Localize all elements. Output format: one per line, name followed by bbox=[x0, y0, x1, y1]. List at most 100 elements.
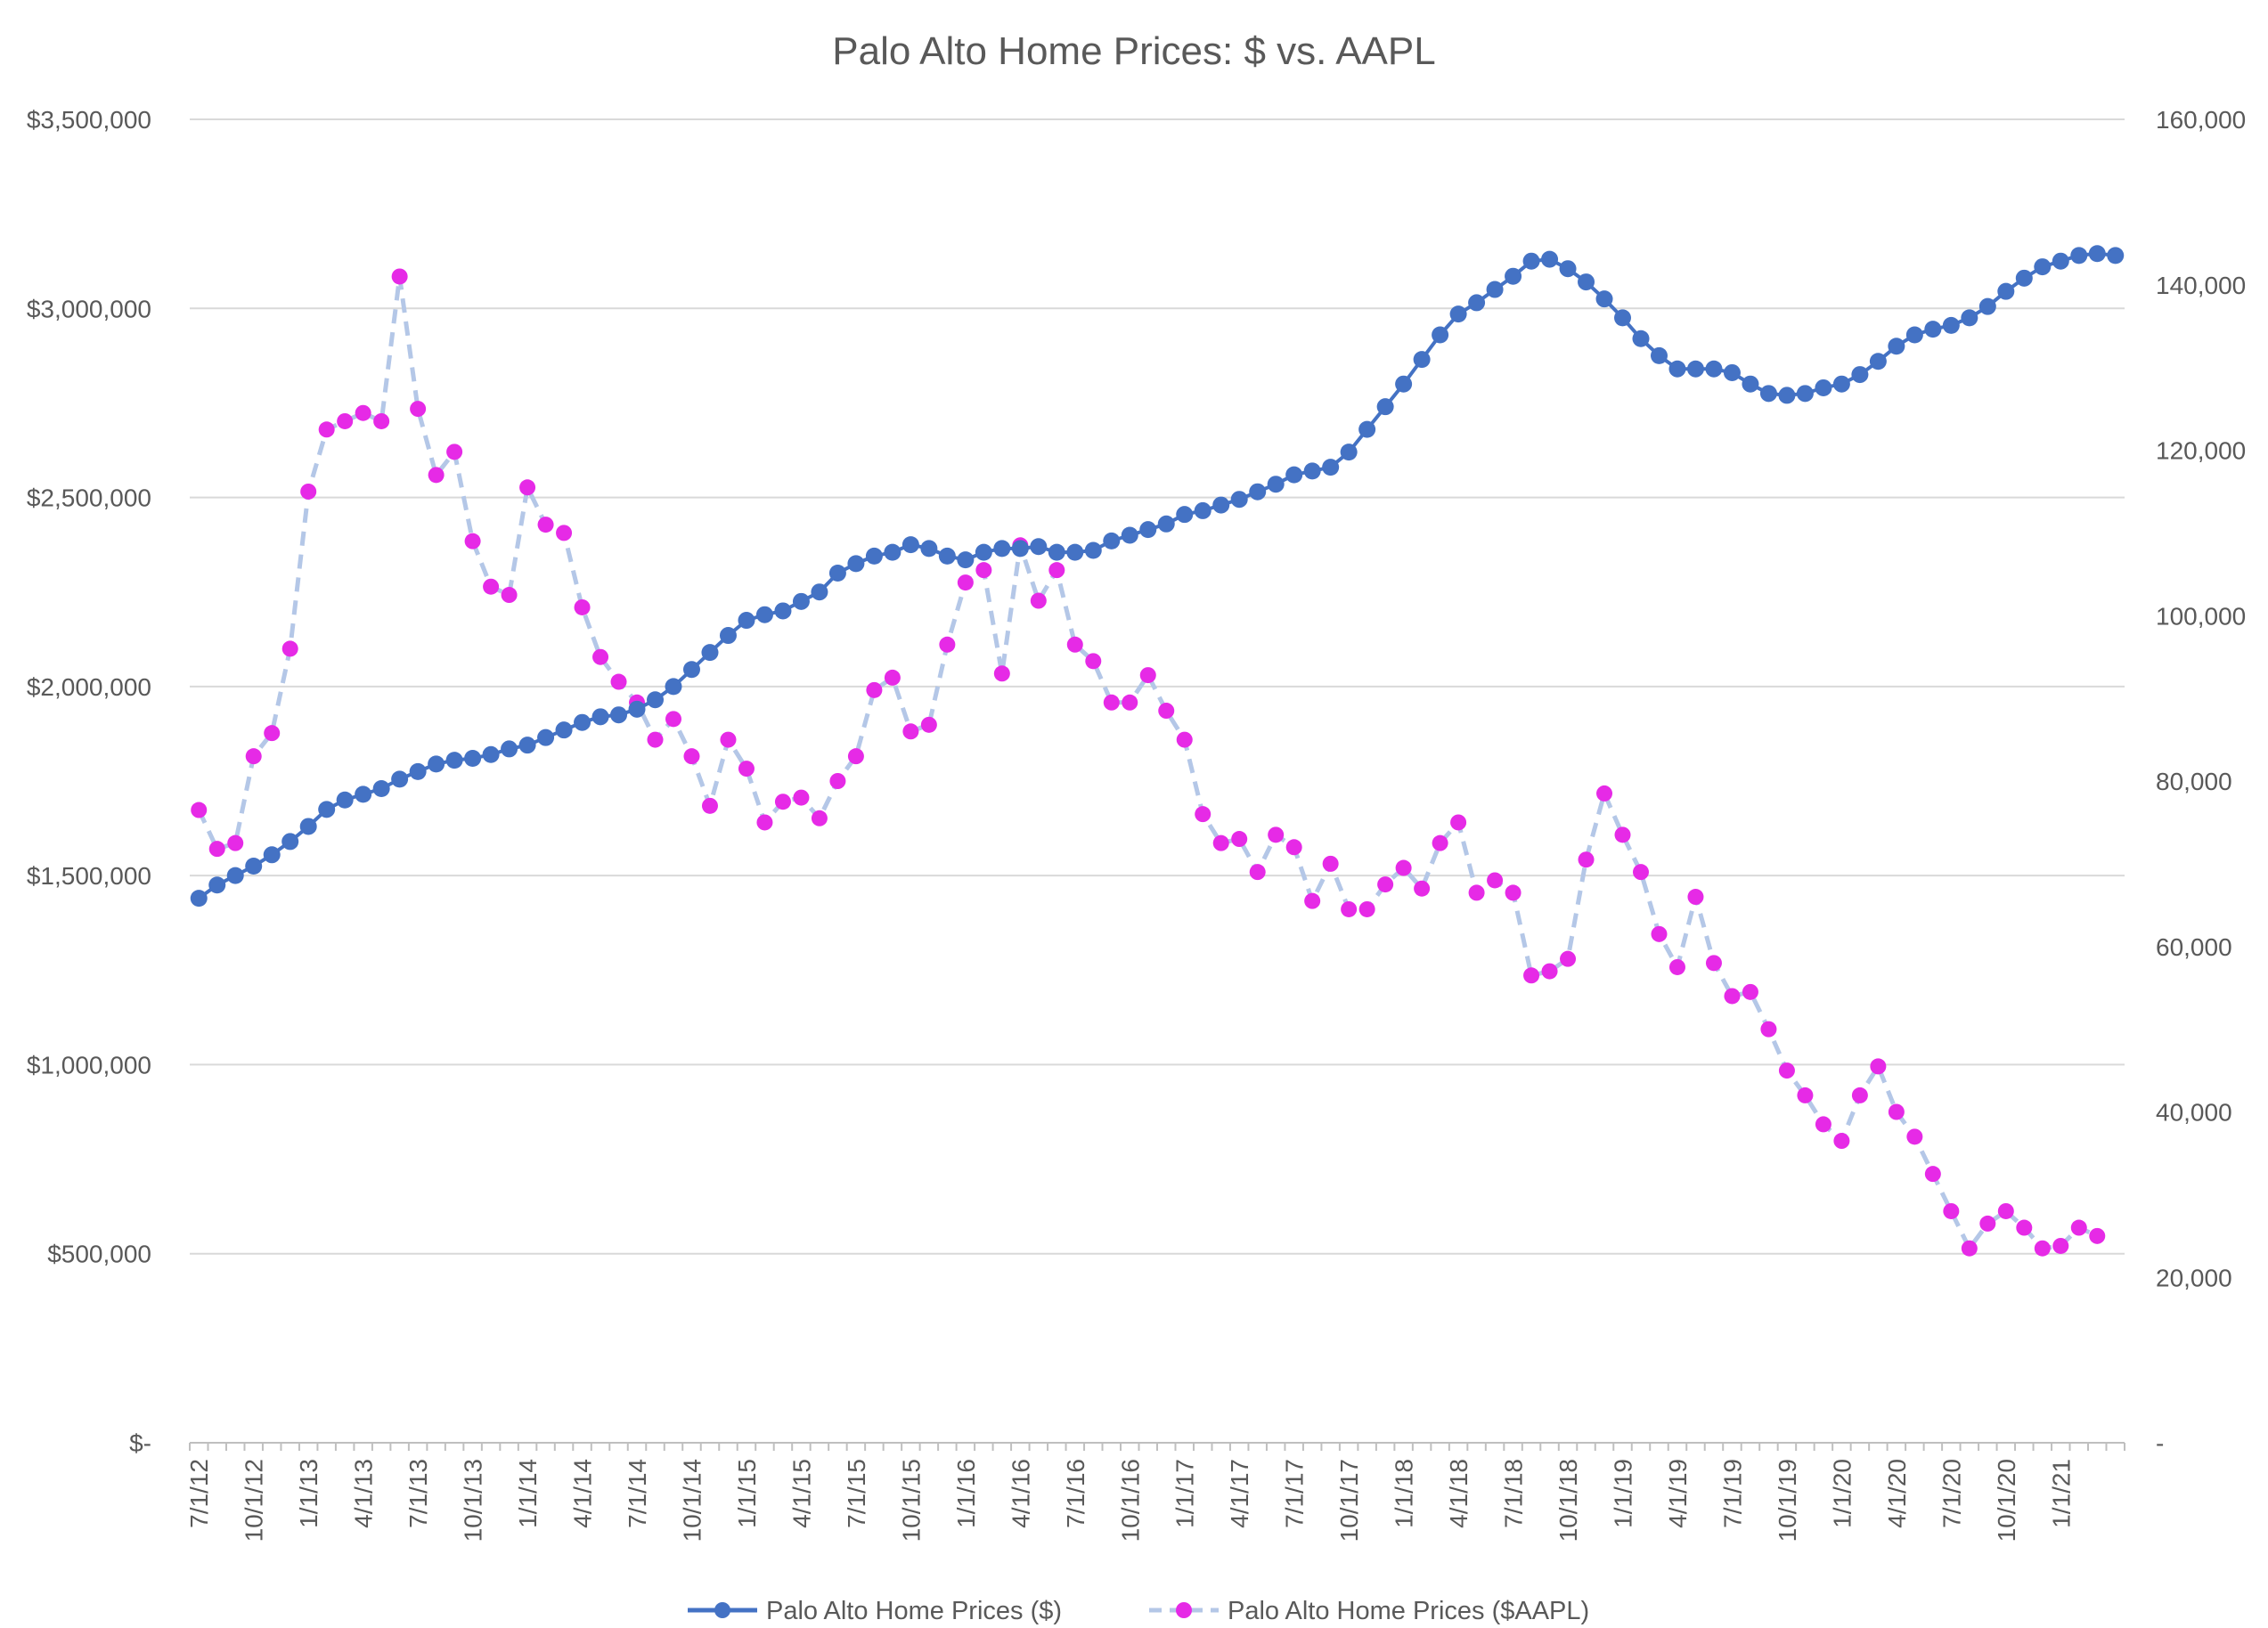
data-point-usd bbox=[1723, 363, 1741, 381]
data-point-usd bbox=[245, 858, 263, 875]
data-point-usd bbox=[1303, 462, 1321, 480]
series-usd bbox=[190, 245, 2125, 908]
data-point-aapl bbox=[1358, 900, 1375, 917]
x-tick-label: 7/1/15 bbox=[843, 1459, 870, 1528]
data-point-aapl bbox=[1322, 855, 1339, 872]
right-tick-label: - bbox=[2156, 1429, 2164, 1457]
data-point-usd bbox=[281, 833, 299, 851]
left-tick-label: $2,500,000 bbox=[27, 484, 151, 512]
data-point-aapl bbox=[1468, 884, 1485, 901]
data-point-usd bbox=[774, 602, 792, 620]
data-point-aapl bbox=[1633, 864, 1649, 881]
data-point-usd bbox=[2015, 269, 2033, 287]
x-tick-label: 4/1/18 bbox=[1445, 1459, 1473, 1528]
data-point-usd bbox=[901, 536, 919, 554]
data-point-aapl bbox=[1176, 731, 1193, 748]
data-point-aapl bbox=[1541, 963, 1558, 980]
data-point-aapl bbox=[1066, 636, 1083, 653]
data-point-usd bbox=[445, 752, 463, 769]
data-point-usd bbox=[208, 876, 226, 894]
x-tick-label: 1/1/14 bbox=[514, 1459, 542, 1528]
x-tick-label: 10/1/16 bbox=[1116, 1459, 1144, 1542]
data-point-aapl bbox=[281, 640, 298, 657]
data-point-aapl bbox=[1048, 562, 1065, 579]
gridlines bbox=[190, 118, 2125, 1255]
x-tick-label: 7/1/20 bbox=[1938, 1459, 1965, 1528]
data-point-usd bbox=[610, 706, 628, 724]
data-point-aapl bbox=[1614, 826, 1631, 843]
data-point-aapl bbox=[1651, 925, 1668, 942]
data-point-usd bbox=[1595, 290, 1613, 308]
data-point-usd bbox=[1997, 282, 2015, 300]
x-tick-label: 4/1/20 bbox=[1883, 1459, 1911, 1528]
data-point-aapl bbox=[774, 794, 791, 810]
data-point-usd bbox=[2034, 258, 2052, 276]
data-point-usd bbox=[1449, 305, 1467, 323]
data-point-usd bbox=[1559, 260, 1577, 278]
data-point-usd bbox=[719, 627, 737, 645]
data-point-usd bbox=[647, 691, 665, 709]
data-point-aapl bbox=[1870, 1058, 1887, 1075]
x-tick-label: 1/1/18 bbox=[1391, 1459, 1418, 1528]
x-tick-label: 7/1/18 bbox=[1500, 1459, 1528, 1528]
data-point-aapl bbox=[1997, 1202, 2014, 1219]
x-tick-label: 7/1/13 bbox=[404, 1459, 432, 1528]
data-point-aapl bbox=[1961, 1240, 1978, 1257]
legend-marker-usd bbox=[714, 1602, 730, 1618]
data-point-usd bbox=[482, 745, 500, 763]
series-aapl bbox=[191, 268, 2106, 1257]
data-point-usd bbox=[1632, 330, 1650, 347]
x-tick-label: 1/1/15 bbox=[733, 1459, 761, 1528]
data-point-usd bbox=[755, 606, 773, 623]
data-point-usd bbox=[1759, 385, 1777, 403]
data-point-usd bbox=[1030, 538, 1048, 556]
data-point-aapl bbox=[592, 648, 609, 665]
data-point-usd bbox=[1961, 309, 1978, 327]
x-tick-label: 7/1/19 bbox=[1718, 1459, 1746, 1528]
x-tick-label: 1/1/17 bbox=[1171, 1459, 1199, 1528]
legend-item-aapl: Palo Alto Home Prices ($AAPL) bbox=[1149, 1597, 1589, 1625]
data-point-aapl bbox=[373, 412, 390, 429]
data-point-usd bbox=[1340, 444, 1358, 461]
data-point-aapl bbox=[829, 773, 846, 789]
data-point-usd bbox=[1705, 360, 1723, 378]
data-point-aapl bbox=[866, 681, 883, 698]
x-tick-label: 10/1/19 bbox=[1774, 1459, 1801, 1542]
data-point-usd bbox=[1103, 532, 1121, 549]
x-tick-label: 4/1/17 bbox=[1226, 1459, 1253, 1528]
data-point-usd bbox=[1084, 541, 1102, 559]
series-line-aapl bbox=[196, 274, 2099, 1251]
data-point-usd bbox=[701, 644, 719, 662]
data-point-aapl bbox=[391, 268, 408, 285]
data-point-usd bbox=[865, 547, 883, 565]
series-line-usd bbox=[198, 251, 2117, 900]
data-point-aapl bbox=[300, 483, 317, 500]
data-point-aapl bbox=[1815, 1116, 1832, 1133]
data-point-aapl bbox=[483, 578, 500, 595]
x-tick-label: 4/1/16 bbox=[1007, 1459, 1034, 1528]
data-point-usd bbox=[391, 770, 409, 788]
x-tick-label: 7/1/17 bbox=[1281, 1459, 1309, 1528]
data-point-usd bbox=[1650, 346, 1668, 364]
data-point-aapl bbox=[647, 731, 664, 748]
data-point-usd bbox=[1668, 360, 1686, 378]
data-point-usd bbox=[1121, 526, 1138, 544]
data-point-aapl bbox=[610, 673, 627, 690]
x-tick-label: 1/1/13 bbox=[295, 1459, 322, 1528]
right-tick-label: 60,000 bbox=[2156, 933, 2232, 961]
data-point-usd bbox=[938, 547, 956, 565]
data-point-usd bbox=[555, 721, 573, 739]
data-point-aapl bbox=[939, 636, 956, 653]
x-tick-label: 7/1/14 bbox=[624, 1459, 651, 1528]
data-point-aapl bbox=[1395, 859, 1412, 876]
data-point-aapl bbox=[1578, 851, 1595, 868]
left-tick-label: $- bbox=[129, 1429, 151, 1457]
data-point-usd bbox=[372, 779, 390, 797]
data-point-usd bbox=[2088, 245, 2106, 263]
left-tick-label: $1,500,000 bbox=[27, 862, 151, 890]
data-point-aapl bbox=[2034, 1240, 2051, 1257]
data-point-usd bbox=[1139, 521, 1157, 539]
data-point-aapl bbox=[1030, 592, 1047, 609]
data-point-aapl bbox=[1560, 950, 1577, 967]
data-point-aapl bbox=[1195, 806, 1212, 823]
